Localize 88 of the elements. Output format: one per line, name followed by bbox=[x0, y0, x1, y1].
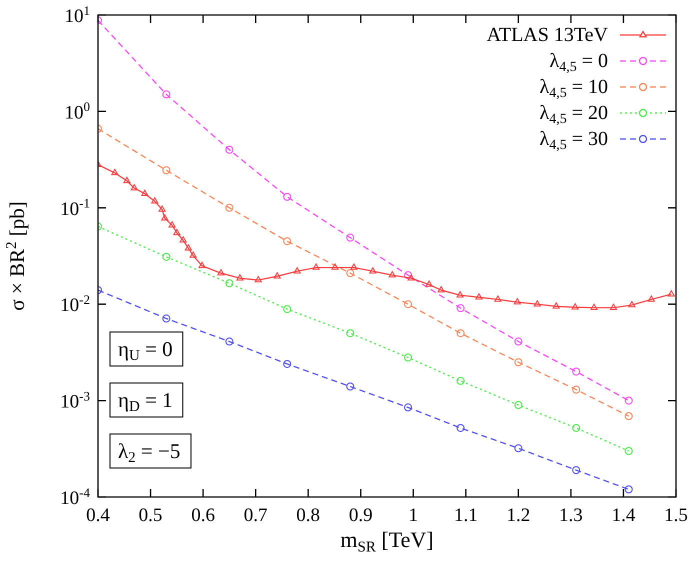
point bbox=[388, 271, 396, 278]
point bbox=[572, 303, 579, 310]
point bbox=[123, 176, 130, 184]
point bbox=[111, 168, 118, 176]
point bbox=[438, 286, 445, 292]
point bbox=[572, 424, 580, 432]
legend-label: ATLAS 13TeV bbox=[486, 24, 609, 46]
point bbox=[624, 412, 633, 420]
x-tick-label: 1.3 bbox=[559, 505, 583, 526]
x-tick-label: 0.8 bbox=[296, 505, 320, 526]
point bbox=[534, 300, 541, 306]
point bbox=[283, 360, 292, 368]
point bbox=[624, 396, 633, 405]
point bbox=[648, 295, 655, 302]
point bbox=[162, 90, 170, 98]
point bbox=[590, 304, 598, 310]
point bbox=[217, 269, 224, 276]
point bbox=[162, 314, 170, 323]
point bbox=[198, 262, 206, 268]
y-axis-title: σ × BR2 [pb] bbox=[4, 201, 29, 311]
point bbox=[225, 279, 234, 288]
point bbox=[173, 228, 180, 236]
point bbox=[456, 304, 465, 312]
x-tick-label: 1.1 bbox=[454, 505, 478, 526]
point bbox=[162, 166, 170, 174]
point bbox=[456, 291, 464, 298]
x-tick-label: 1.2 bbox=[506, 505, 530, 526]
point bbox=[514, 444, 522, 452]
point bbox=[158, 206, 166, 212]
point bbox=[312, 264, 320, 270]
point bbox=[225, 146, 234, 154]
x-tick-label: 0.9 bbox=[348, 505, 373, 526]
point bbox=[331, 264, 339, 270]
point bbox=[514, 338, 522, 346]
point bbox=[404, 403, 412, 412]
point bbox=[346, 269, 354, 278]
point bbox=[494, 295, 502, 302]
point bbox=[610, 304, 617, 310]
point bbox=[168, 221, 176, 228]
point bbox=[624, 485, 633, 494]
point bbox=[514, 358, 522, 366]
point bbox=[294, 267, 301, 274]
point bbox=[346, 234, 354, 242]
x-tick-label: 0.5 bbox=[138, 505, 162, 526]
point bbox=[162, 252, 170, 261]
point bbox=[456, 424, 465, 432]
point bbox=[404, 271, 412, 280]
point bbox=[628, 301, 636, 308]
point bbox=[161, 214, 168, 220]
point bbox=[404, 300, 412, 308]
point bbox=[184, 244, 192, 251]
point bbox=[426, 280, 433, 287]
point bbox=[514, 401, 522, 410]
point bbox=[572, 368, 580, 376]
point bbox=[225, 204, 234, 212]
point bbox=[552, 302, 560, 309]
point bbox=[151, 197, 158, 204]
point bbox=[475, 293, 482, 300]
point bbox=[254, 276, 262, 282]
point bbox=[404, 353, 412, 362]
point bbox=[141, 190, 148, 196]
point bbox=[346, 382, 354, 391]
point bbox=[624, 447, 633, 456]
point bbox=[180, 236, 187, 243]
point bbox=[514, 298, 521, 304]
point bbox=[346, 329, 354, 338]
x-tick-label: 1.4 bbox=[612, 505, 636, 526]
x-tick-label: 0.6 bbox=[191, 505, 215, 526]
point bbox=[350, 264, 358, 270]
point bbox=[225, 338, 234, 346]
point bbox=[283, 237, 292, 246]
point bbox=[572, 386, 580, 394]
x-tick-label: 0.4 bbox=[86, 505, 110, 526]
point bbox=[283, 192, 292, 201]
x-tick-label: 1 bbox=[408, 505, 418, 526]
point bbox=[456, 376, 465, 385]
point bbox=[408, 274, 415, 280]
point bbox=[130, 184, 138, 190]
x-tick-label: 1.5 bbox=[664, 505, 688, 526]
point bbox=[274, 272, 281, 278]
point bbox=[668, 290, 675, 296]
x-tick-label: 0.7 bbox=[244, 505, 268, 526]
point bbox=[369, 267, 376, 274]
point bbox=[236, 274, 244, 280]
point bbox=[190, 252, 197, 258]
point bbox=[283, 305, 292, 314]
point bbox=[572, 466, 580, 474]
point bbox=[456, 329, 465, 338]
